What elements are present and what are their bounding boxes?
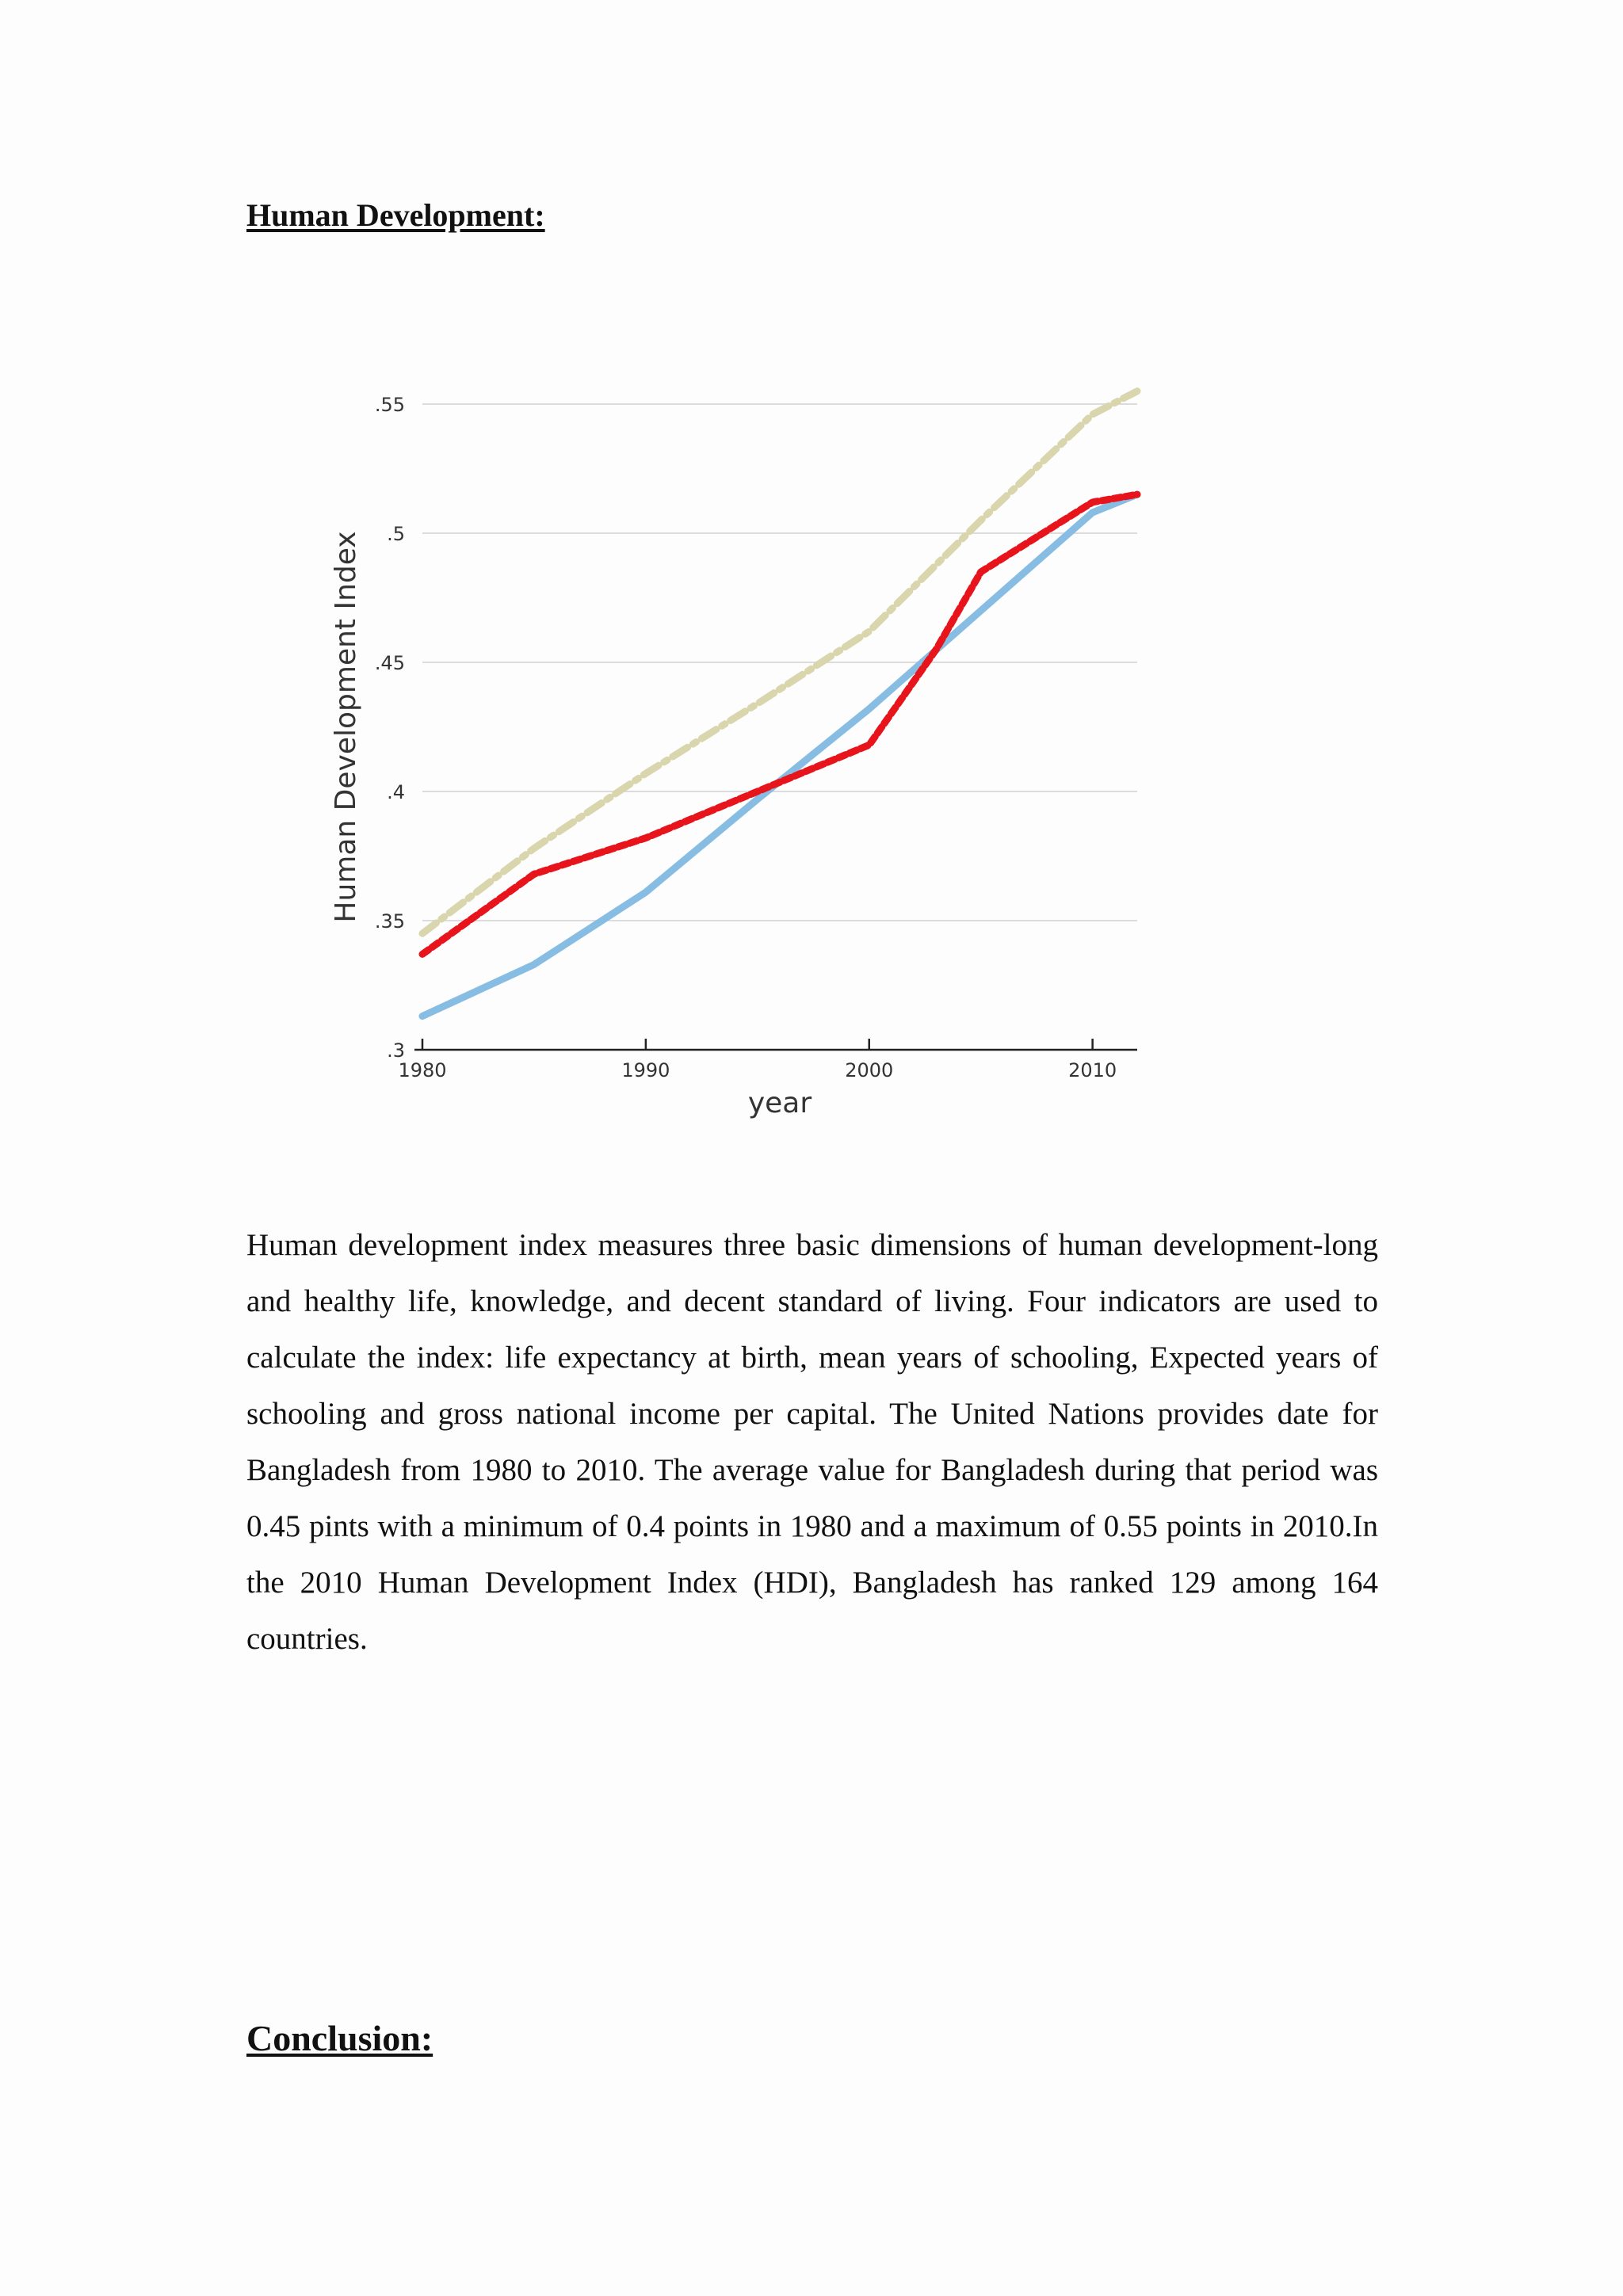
series-0-point [1091,413,1094,416]
x-tick-label: 1980 [398,1059,446,1081]
chart-svg: .3 .35 .4 .45 .5 .55 1980 1990 2000 2010 year Human… [330,387,1141,1119]
y-tick-label: .55 [375,394,405,416]
series-0-point [421,932,424,935]
hdi-line-chart: .3 .35 .4 .45 .5 .55 1980 1990 2000 2010 year Human… [317,372,1157,1133]
series-2-point [421,952,424,955]
series-0-point [644,772,647,775]
series-2-point [868,743,871,746]
y-tick-label: .45 [375,652,405,674]
x-axis-title: year [748,1087,812,1119]
hdi-paragraph: Human development index measures three b… [246,1228,1378,1656]
series-2-point [533,872,536,875]
x-tick-label: 2000 [845,1059,893,1081]
series-1-point [421,1015,424,1018]
series-0-point [980,519,983,522]
x-tick-label: 1990 [621,1059,670,1081]
series-2-point [756,790,759,793]
y-tick-label: .35 [375,910,405,933]
series-line-1 [418,490,1141,1020]
y-tick-label: .3 [387,1039,405,1062]
section-heading-human-development: Human Development: [246,197,545,233]
series-0-point [533,847,536,850]
x-tick-label: 2010 [1068,1059,1117,1081]
series-2-point [980,570,983,574]
series-2-point [1136,493,1139,496]
series-2-point [644,837,647,840]
y-tick-label: .5 [387,523,405,545]
series-1-point [756,798,759,801]
series-1-point [644,891,647,894]
series-0-point [1136,390,1139,393]
y-axis-title: Human Development Index [330,531,362,922]
series-line-0 [418,387,1141,937]
series-1-point [868,707,871,711]
series-1-point [1091,511,1094,514]
series-0-point [756,702,759,705]
series-1-point [533,963,536,966]
series-2-point [1091,501,1094,504]
section-heading-conclusion: Conclusion: [246,2018,433,2058]
series-1-point [980,609,983,612]
series-2-point [934,648,938,651]
y-tick-label: .4 [387,781,405,803]
series-0-point [868,630,871,633]
